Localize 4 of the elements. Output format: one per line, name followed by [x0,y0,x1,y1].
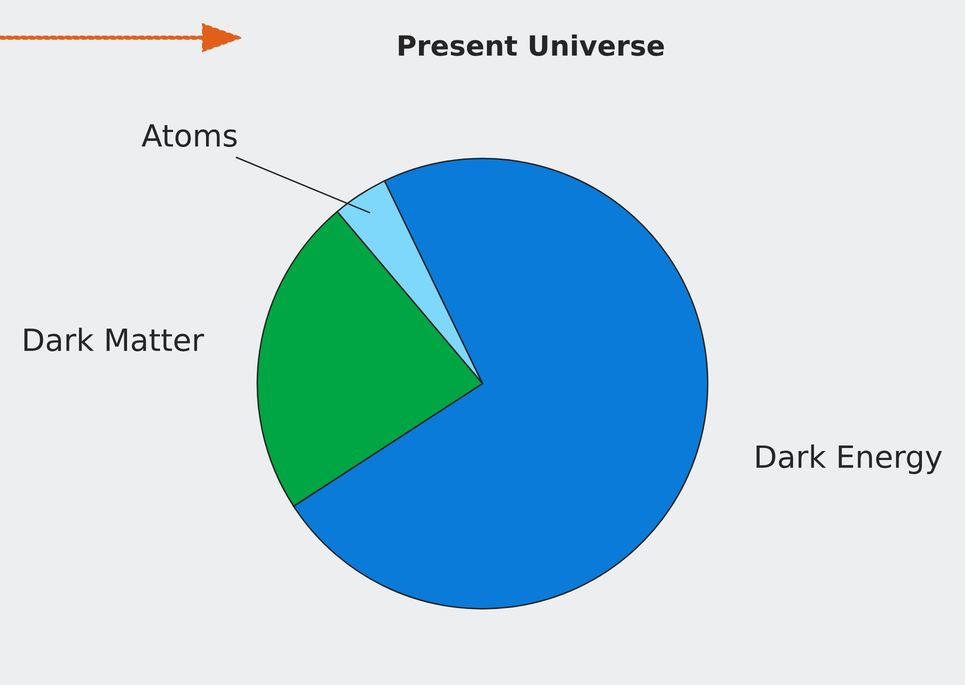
slice-label: Dark Energy [756,444,942,474]
slice-label: Atoms [142,124,237,147]
slice-label: Dark Matter [24,328,204,352]
chart-title: Present Universe [398,34,664,56]
